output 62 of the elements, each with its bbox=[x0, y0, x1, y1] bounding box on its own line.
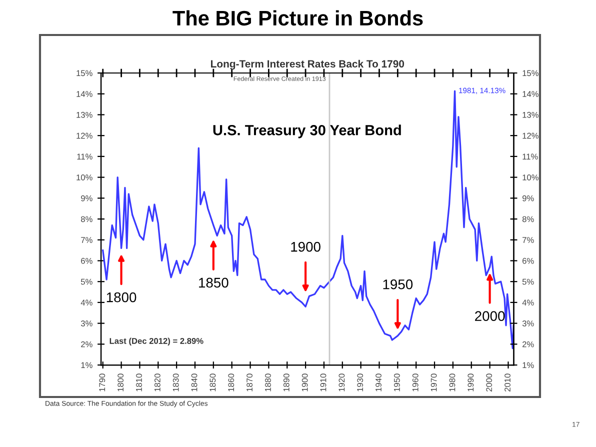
x-tick-label: 1900 bbox=[302, 374, 308, 392]
x-tick-label: 1810 bbox=[136, 374, 142, 392]
y-tick-label: 7% bbox=[81, 237, 92, 243]
x-tick-label: 1880 bbox=[265, 374, 271, 392]
y2-tick-label: 2% bbox=[522, 341, 534, 348]
annotation: 1850 bbox=[199, 278, 228, 288]
y-tick-label: 11% bbox=[77, 154, 92, 160]
x-tick-label: 1950 bbox=[394, 374, 400, 392]
x-tick-label: 1930 bbox=[357, 374, 364, 392]
x-tick-label: 2010 bbox=[504, 374, 510, 392]
x-tick-label: 1800 bbox=[118, 374, 124, 392]
x-tick-label: 1920 bbox=[338, 374, 345, 392]
annotation: 2000 bbox=[475, 311, 505, 321]
annotation: Last (Dec 2012) = 2.89% bbox=[110, 338, 204, 346]
y2-tick-label: 7% bbox=[522, 237, 534, 243]
y-tick-label: 1% bbox=[81, 362, 92, 368]
y-tick-label: 15% bbox=[76, 70, 92, 76]
annotation: 1900 bbox=[291, 242, 320, 252]
x-tick-label: 1790 bbox=[99, 374, 106, 392]
y-tick-label: 13% bbox=[76, 112, 92, 118]
y2-tick-label: 6% bbox=[522, 258, 534, 264]
x-tick-label: 1940 bbox=[376, 374, 382, 392]
y-tick-label: 12% bbox=[76, 132, 92, 139]
x-tick-label: 1820 bbox=[154, 374, 160, 392]
y2-tick-label: 4% bbox=[522, 300, 534, 306]
y2-tick-label: 14% bbox=[522, 91, 538, 97]
y-tick-label: 8% bbox=[81, 216, 92, 222]
y-tick-label: 6% bbox=[81, 258, 92, 264]
chart-title: The BIG Picture in Bonds bbox=[172, 10, 423, 26]
x-tick-label: 1990 bbox=[468, 374, 474, 392]
x-tick-label: 2000 bbox=[486, 374, 492, 392]
y-tick-label: 3% bbox=[80, 320, 92, 326]
annotation: U.S. Treasury 30 Year Bond bbox=[213, 124, 401, 138]
x-tick-label: 1960 bbox=[412, 374, 418, 392]
y2-tick-label: 15% bbox=[522, 70, 538, 76]
y-tick-label: 14% bbox=[76, 91, 92, 97]
y2-tick-label: 1% bbox=[522, 362, 534, 368]
x-tick-label: 1840 bbox=[191, 374, 198, 392]
y2-tick-label: 5% bbox=[522, 278, 534, 285]
annotation: 1800 bbox=[106, 292, 136, 302]
y-tick-label: 4% bbox=[80, 300, 92, 306]
y-tick-label: 9% bbox=[81, 195, 92, 202]
x-tick-label: 1870 bbox=[246, 374, 253, 392]
y2-tick-label: 11% bbox=[522, 154, 538, 160]
annotation: 1950 bbox=[383, 279, 413, 290]
y-tick-label: 2% bbox=[81, 341, 92, 348]
x-tick-label: 1860 bbox=[228, 374, 234, 392]
y-tick-label: 10% bbox=[76, 174, 92, 180]
y-tick-label: 5% bbox=[80, 278, 92, 285]
x-tick-label: 1890 bbox=[283, 374, 290, 392]
y2-tick-label: 3% bbox=[522, 320, 534, 326]
x-tick-label: 1830 bbox=[172, 374, 179, 392]
y2-tick-label: 10% bbox=[522, 174, 538, 180]
x-tick-label: 1970 bbox=[430, 374, 437, 392]
y2-tick-label: 9% bbox=[522, 195, 534, 202]
y2-tick-label: 12% bbox=[522, 132, 538, 139]
y2-tick-label: 13% bbox=[522, 112, 538, 118]
chart-subtitle: Long-Term Interest Rates Back To 1790 bbox=[211, 60, 404, 70]
x-tick-label: 1850 bbox=[210, 374, 216, 392]
y2-tick-label: 8% bbox=[522, 216, 534, 222]
x-tick-label: 1910 bbox=[320, 374, 326, 392]
x-tick-label: 1980 bbox=[449, 374, 456, 392]
